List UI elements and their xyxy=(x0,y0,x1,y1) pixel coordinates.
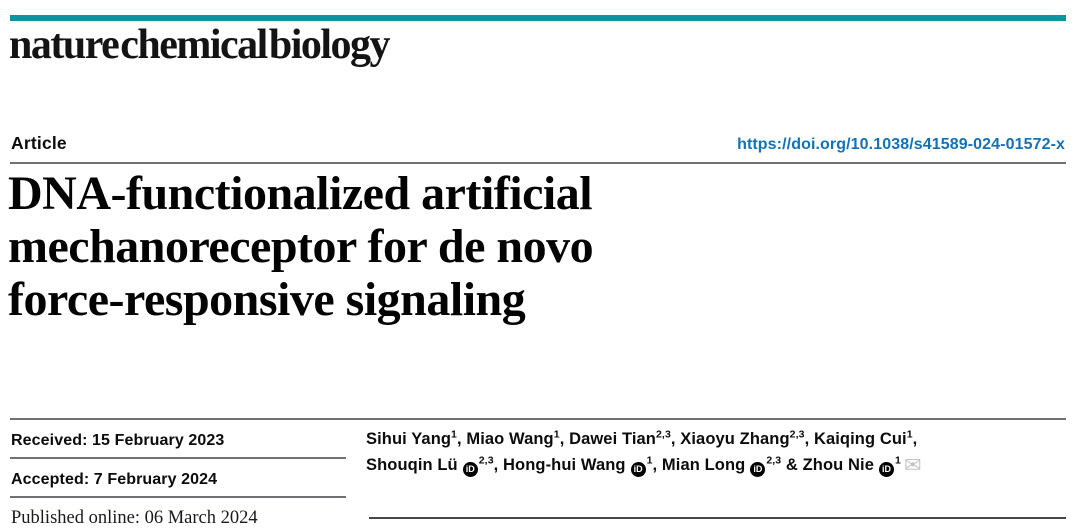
author-name: Sihui Yang xyxy=(366,430,452,448)
author-name: Hong-hui Wang xyxy=(503,456,626,474)
author-name: Xiaoyu Zhang xyxy=(680,430,790,448)
orcid-icon[interactable]: iD xyxy=(630,462,646,477)
affiliation-superscript: 1 xyxy=(553,428,560,441)
meta-top-rule xyxy=(10,418,1066,420)
affiliation-superscript: 2,3 xyxy=(655,428,671,441)
paper-title-line: mechanoreceptor for de novo xyxy=(8,220,594,273)
author-name: Miao Wang xyxy=(466,430,554,448)
affiliation-superscript: 1 xyxy=(646,454,653,467)
journal-masthead: nature chemical biology xyxy=(9,22,391,68)
authors-bottom-rule xyxy=(369,517,1066,519)
dates-column: Received: 15 February 2023 Accepted: 7 F… xyxy=(10,420,346,529)
affiliation-superscript: 2,3 xyxy=(789,428,805,441)
affiliation-superscript: 1 xyxy=(451,428,457,441)
orcid-icon[interactable]: iD xyxy=(879,462,894,477)
article-rule xyxy=(10,162,1066,164)
affiliation-superscript: 1 xyxy=(906,428,913,441)
published-date: Published online: 06 March 2024 xyxy=(11,508,258,528)
received-date: Received: 15 February 2023 xyxy=(10,420,346,459)
author-name: Zhou Nie xyxy=(802,456,874,474)
affiliation-superscript: 1 xyxy=(895,454,901,467)
paper-title: DNA-functionalized artificial mechanorec… xyxy=(8,167,594,326)
paper-title-line: DNA-functionalized artificial xyxy=(8,167,593,220)
author-name: Mian Long xyxy=(661,456,746,474)
authors-block: Sihui Yang1, Miao Wang1, Dawei Tian2,3, … xyxy=(366,420,1066,478)
authors-column: Sihui Yang1, Miao Wang1, Dawei Tian2,3, … xyxy=(366,420,1066,520)
top-accent-bar xyxy=(10,15,1066,21)
doi-link[interactable]: https://doi.org/10.1038/s41589-024-01572… xyxy=(737,136,1065,153)
author-name: Shouqin Lü xyxy=(366,456,458,474)
affiliation-superscript: 2,3 xyxy=(478,454,494,467)
article-header-row: Article https://doi.org/10.1038/s41589-0… xyxy=(11,133,1065,154)
paper-title-line: force-responsive signaling xyxy=(8,273,526,326)
author-name: Dawei Tian xyxy=(569,430,656,448)
accepted-date: Accepted: 7 February 2024 xyxy=(10,459,346,498)
author-name: Kaiqing Cui xyxy=(813,430,907,448)
orcid-icon[interactable]: iD xyxy=(750,462,766,477)
email-envelope-icon[interactable]: ✉ xyxy=(903,454,922,477)
author-line: Shouqin Lü iD2,3, Hong-hui Wang iD1, Mian … xyxy=(366,454,922,477)
affiliation-superscript: 2,3 xyxy=(766,454,782,467)
article-type-label: Article xyxy=(11,133,67,153)
author-line: Sihui Yang1, Miao Wang1, Dawei Tian2,3, … xyxy=(366,428,918,448)
orcid-icon[interactable]: iD xyxy=(462,462,478,477)
